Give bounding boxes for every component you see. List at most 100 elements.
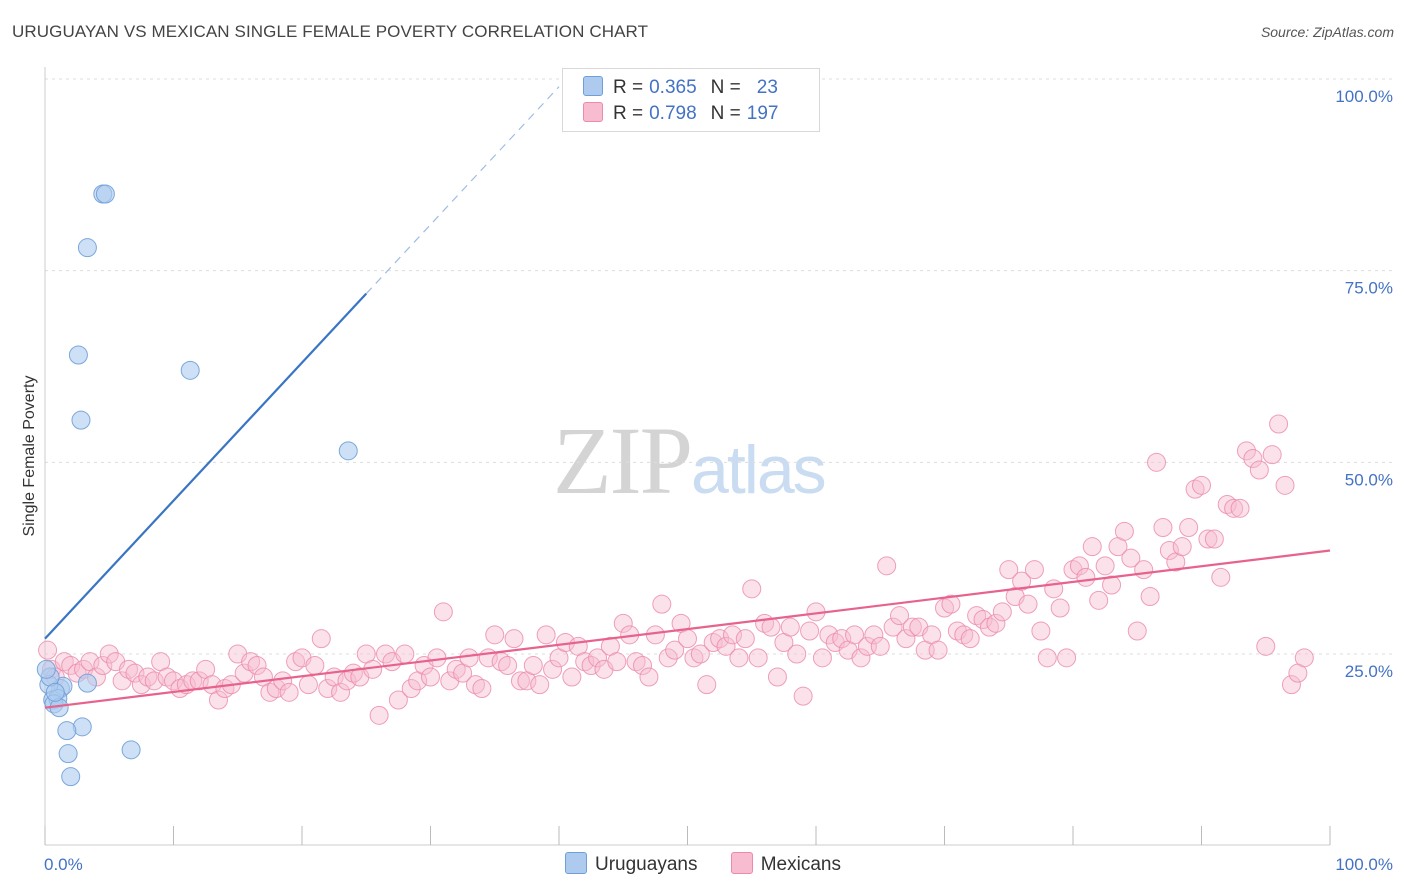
uruguayans-points [36, 184, 358, 787]
series-legend: Uruguayans Mexicans [0, 852, 1406, 876]
mexican-point [1269, 414, 1289, 434]
mexican-point [735, 629, 755, 649]
mexican-point [992, 602, 1012, 622]
y-tick-label: 50.0% [1345, 470, 1393, 489]
watermark-atlas: atlas [691, 432, 827, 508]
x-tick-label: 0.0% [44, 855, 83, 874]
uruguayan-point [338, 441, 358, 461]
mexicans-points [38, 414, 1314, 725]
r-value: 0.365 [649, 77, 697, 98]
mexican-point [1037, 648, 1057, 668]
mexican-point [941, 594, 961, 614]
mexican-point [1140, 587, 1160, 606]
uruguayan-point [77, 673, 97, 693]
mexican-point [1179, 518, 1199, 537]
n-label: N = [710, 77, 741, 98]
mexican-point [748, 648, 768, 668]
mexican-point [388, 690, 408, 710]
mexican-point [722, 625, 742, 645]
mexican-point [1082, 537, 1102, 557]
mexican-point [1031, 621, 1051, 641]
uruguayan-point [121, 740, 141, 760]
mexican-point [523, 656, 543, 675]
legend-label: Mexicans [760, 854, 841, 875]
mexican-point [38, 640, 58, 660]
mexican-point [369, 705, 389, 725]
mexican-point [427, 648, 447, 668]
mexican-point [870, 636, 890, 656]
mexican-point [1294, 648, 1314, 668]
uruguayan-point [36, 659, 56, 679]
mexican-point [793, 686, 813, 706]
mexican-point [1153, 518, 1173, 537]
mexican-point [787, 644, 807, 664]
mexican-point [61, 656, 81, 675]
mexican-point [164, 671, 183, 691]
uruguayans-swatch [583, 76, 603, 96]
mexican-point [1198, 529, 1218, 549]
mexican-point [1024, 560, 1044, 580]
mexican-point [1204, 529, 1224, 549]
axis-labels: 25.0% 50.0% 75.0% 100.0% 0.0% 100.0% Single Fe… [21, 87, 1393, 874]
uruguayans-trend-extension [365, 86, 560, 295]
uruguayan-point [57, 721, 77, 741]
mexican-point [896, 629, 916, 649]
mexican-point [1147, 452, 1167, 472]
mexican-point [767, 667, 787, 687]
mexican-point [761, 617, 781, 637]
y-tick-label: 100.0% [1335, 87, 1393, 106]
uruguayan-point [58, 744, 78, 764]
mexican-point [639, 667, 659, 687]
mexican-point [433, 602, 453, 622]
mexican-point [1050, 598, 1070, 618]
watermark: ZIPatlas [553, 405, 827, 516]
mexican-point [658, 648, 678, 668]
mexican-point [1095, 556, 1115, 576]
mexican-point [928, 640, 948, 660]
r-label: R = [613, 103, 644, 124]
source-label: Source: ZipAtlas.com [1260, 24, 1394, 40]
watermark-zip: ZIP [553, 407, 693, 514]
mexican-point [883, 617, 903, 637]
legend-item-uruguayans[interactable]: Uruguayans [565, 852, 697, 876]
mexican-point [1243, 449, 1263, 468]
mexican-point [780, 617, 800, 637]
mexican-point [247, 656, 267, 675]
mexican-point [890, 606, 910, 626]
x-tick-label: 100.0% [1335, 855, 1393, 874]
uruguayan-point [180, 360, 200, 380]
mexican-point [331, 682, 351, 702]
mexican-point [581, 656, 601, 675]
mexican-point [812, 648, 832, 668]
mexican-point [973, 610, 993, 629]
mexican-point [716, 636, 736, 656]
mexican-point [1069, 556, 1089, 576]
mexican-point [613, 613, 633, 633]
mexican-point [1192, 475, 1211, 495]
n-label: N = [710, 103, 741, 124]
axes [44, 67, 1331, 846]
mexican-point [318, 679, 338, 698]
mexican-point [1262, 445, 1282, 465]
mexican-point [536, 625, 556, 645]
mexican-point [1018, 594, 1038, 614]
r-value: 0.798 [649, 103, 697, 124]
mexican-point [819, 625, 839, 645]
mexican-point [401, 679, 421, 698]
mexican-point [298, 675, 318, 695]
mexican-point [633, 656, 653, 675]
mexican-point [710, 629, 730, 649]
legend-item-mexicans[interactable]: Mexicans [730, 852, 841, 876]
mexican-point [1121, 548, 1141, 568]
mexican-point [845, 625, 865, 645]
mexican-point [832, 629, 852, 649]
uruguayan-point [45, 682, 65, 702]
legend-row-mexicans: R = 0.798 N = 197 [583, 102, 778, 126]
mexican-point [652, 594, 672, 614]
uruguayan-point [77, 238, 97, 258]
uruguayan-point [68, 345, 88, 365]
mexican-point [800, 621, 820, 641]
mexican-point [273, 671, 293, 691]
mexican-point [1089, 590, 1109, 610]
